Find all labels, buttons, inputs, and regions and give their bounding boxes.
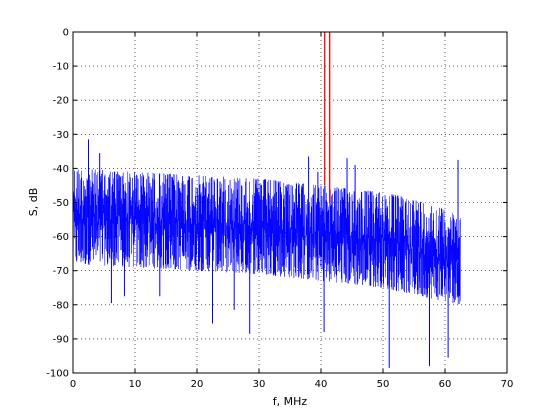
y-tick-label: 0 [63,28,69,39]
y-tick-label: -30 [53,130,69,141]
x-tick-label: 60 [439,379,452,390]
y-tick-label: -70 [53,266,69,277]
y-tick-label: -90 [53,334,69,345]
grid-lines [73,32,507,373]
axis-tick-labels: 0 10 20 30 40 50 60 70 0 -10 -20 -30 -40 -50 -60 -70 -80… [46,28,513,391]
x-tick-label: 10 [129,379,142,390]
x-tick-label: 50 [377,379,390,390]
y-tick-label: -40 [53,164,69,175]
y-tick-label: -50 [53,198,69,209]
series-blue-noise [72,139,461,368]
y-tick-label: -20 [53,96,69,107]
x-tick-label: 70 [501,379,514,390]
axis-ticks [72,31,508,374]
x-tick-label: 0 [70,379,76,390]
x-tick-label: 20 [191,379,204,390]
series-red-peaks [324,32,331,203]
y-tick-label: -60 [53,232,69,243]
x-tick-label: 40 [315,379,328,390]
y-tick-label: -10 [53,62,69,73]
y-tick-label: -100 [46,369,69,380]
x-axis-label: f, MHz [273,395,308,408]
x-tick-label: 30 [253,379,266,390]
blue-noise-trace [72,169,461,305]
y-tick-label: -80 [53,300,69,311]
y-axis-label: S, dB [27,188,40,217]
